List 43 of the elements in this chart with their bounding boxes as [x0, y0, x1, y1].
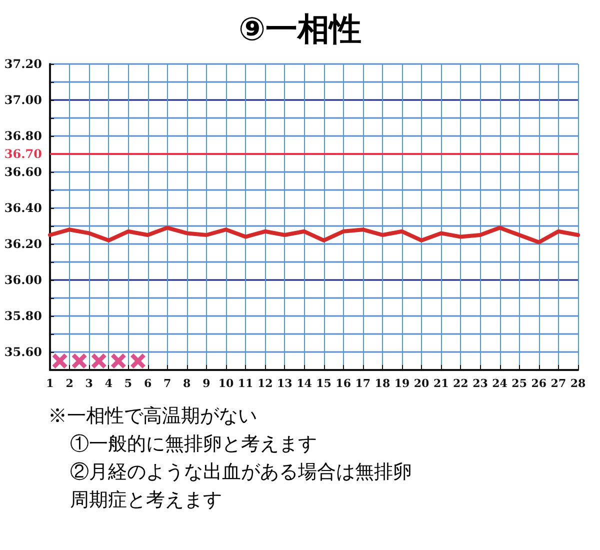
x-tick-label: 4	[104, 377, 113, 390]
text: ②月経のような出血がある場合は無排卵周期症と考えます	[69, 460, 413, 513]
text: ※一相性で高温期がない	[48, 404, 258, 429]
x-tick-label: 5	[124, 377, 132, 390]
y-tick-label: 36.80	[4, 129, 42, 143]
line-series	[48, 226, 580, 244]
x-tick-label: 13	[277, 377, 292, 390]
x-tick-label: 10	[218, 377, 234, 390]
x-tick-label: 27	[550, 377, 566, 390]
x-tick-label: 17	[355, 377, 371, 390]
x-tick-label: 21	[433, 377, 449, 390]
x-tick-label: 1	[46, 377, 54, 390]
y-tick-label: 35.60	[4, 345, 42, 359]
x-tick-label: 12	[257, 377, 273, 390]
x-tick-label: 14	[296, 377, 312, 390]
y-tick-label: 36.40	[4, 201, 42, 215]
y-tick-label: 36.60	[4, 165, 42, 179]
x-tick-label: 25	[512, 377, 527, 390]
x-tick-label: 2	[66, 377, 74, 390]
y-tick-label: 37.20	[4, 57, 42, 71]
x-tick-label: 16	[336, 377, 352, 390]
x-tick-label: 28	[570, 377, 586, 390]
x-tick-label: 19	[394, 377, 410, 390]
x-tick-label: 8	[183, 377, 192, 390]
x-tick-label: 3	[85, 377, 93, 390]
y-tick-label: 35.80	[4, 309, 42, 323]
x-tick-label: 11	[238, 377, 254, 390]
x-tick-label: 26	[531, 377, 547, 390]
chart-title: ⑨一相性	[237, 9, 363, 50]
x-tick-label: 9	[202, 377, 210, 390]
x-tick-label: 22	[453, 377, 468, 390]
y-tick-label: 36.00	[4, 273, 42, 287]
text: ①一般的に無排卵と考えます	[69, 432, 318, 457]
x-tick-label: 15	[316, 377, 332, 390]
x-tick-label: 24	[492, 377, 508, 390]
x-tick-label: 20	[414, 377, 430, 390]
x-tick-label: 18	[374, 377, 390, 390]
y-tick-label: 37.00	[4, 93, 42, 107]
x-tick-label: 6	[144, 377, 152, 390]
x-tick-label: 23	[472, 377, 488, 390]
y-tick-label: 36.70	[4, 147, 42, 161]
y-tick-label: 36.20	[4, 237, 42, 251]
x-tick-label: 7	[164, 377, 172, 390]
